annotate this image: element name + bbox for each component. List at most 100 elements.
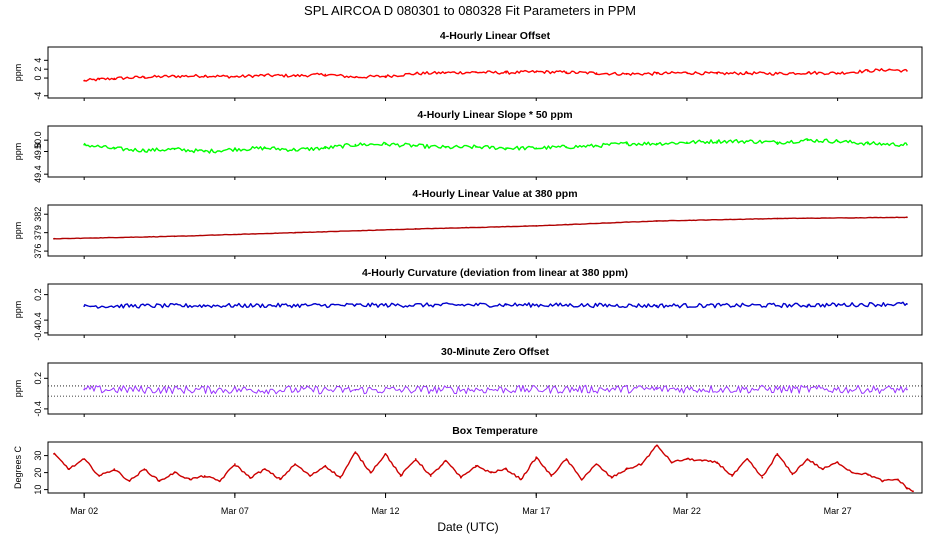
data-point xyxy=(505,71,507,74)
data-point xyxy=(535,70,538,73)
data-point xyxy=(686,458,688,460)
data-point xyxy=(610,476,613,479)
y-tick-label: 10 xyxy=(33,485,43,495)
data-point xyxy=(143,149,146,152)
data-point xyxy=(203,74,206,77)
data-point xyxy=(294,463,296,465)
data-point xyxy=(354,451,357,454)
data-point xyxy=(505,468,507,471)
data-point xyxy=(655,304,658,307)
data-point xyxy=(113,468,116,471)
y-axis-label: ppm xyxy=(13,301,23,319)
data-point xyxy=(460,476,462,479)
data-point xyxy=(444,146,447,149)
data-point xyxy=(906,303,908,305)
figure-title: SPL AIRCOA D 080301 to 080328 Fit Parame… xyxy=(304,3,636,18)
y-tick-label: 49.8 xyxy=(33,143,43,161)
data-point xyxy=(866,70,869,72)
data-point xyxy=(746,140,749,143)
y-tick-label: 20 xyxy=(33,468,43,478)
data-point xyxy=(203,150,206,153)
data-point xyxy=(173,75,176,78)
y-tick-label: 50.0 xyxy=(33,131,43,149)
data-point xyxy=(565,458,568,460)
data-point xyxy=(490,471,492,474)
data-point xyxy=(444,459,447,462)
panel-title: 4-Hourly Linear Slope * 50 ppm xyxy=(417,109,572,121)
x-tick-label: Mar 12 xyxy=(372,506,400,516)
data-point xyxy=(173,471,176,474)
data-point xyxy=(716,140,718,143)
panel-2: 4-Hourly Linear Slope * 50 ppm ppm 49.4 49.… xyxy=(13,109,923,183)
y-tick-label: 382 xyxy=(33,207,43,222)
y-axis-label: Degrees C xyxy=(13,445,23,489)
data-point xyxy=(173,235,176,238)
data-point xyxy=(655,142,658,145)
data-point xyxy=(625,73,628,75)
data-point xyxy=(906,487,908,489)
data-point xyxy=(475,71,477,74)
series-line xyxy=(53,444,914,493)
panel-frame xyxy=(47,441,923,494)
y-tick-label: 0 xyxy=(33,76,43,81)
x-tick-label: Mar 27 xyxy=(824,506,852,516)
data-point xyxy=(761,476,764,479)
data-point xyxy=(429,475,432,477)
data-point xyxy=(836,461,839,464)
data-point xyxy=(836,72,839,75)
data-point xyxy=(897,478,899,481)
data-point xyxy=(399,475,402,477)
data-point xyxy=(671,461,673,464)
data-point xyxy=(414,458,417,460)
data-point xyxy=(158,480,161,482)
series-line xyxy=(53,216,908,240)
data-point xyxy=(906,143,908,146)
panel-6: Box Temperature Degrees C 10 20 30 xyxy=(13,425,923,496)
data-point xyxy=(836,140,839,143)
data-point xyxy=(640,463,643,465)
data-point xyxy=(384,453,387,455)
data-point xyxy=(339,476,342,479)
panel-title: 4-Hourly Linear Offset xyxy=(440,30,551,42)
data-point xyxy=(716,461,718,464)
data-point xyxy=(912,490,914,493)
data-point xyxy=(53,453,55,455)
y-tick-label: 30 xyxy=(33,451,43,461)
data-point xyxy=(324,147,327,150)
y-tick-label: 379 xyxy=(33,225,43,240)
data-point xyxy=(83,79,86,82)
y-tick-label: 2 xyxy=(33,67,43,72)
data-point xyxy=(716,72,718,75)
data-point xyxy=(68,468,70,471)
data-point xyxy=(580,478,583,481)
data-point xyxy=(414,72,417,75)
panel-frame xyxy=(47,46,923,99)
y-axis-label: ppm xyxy=(13,143,23,161)
y-tick-label: -0.4 xyxy=(33,312,43,328)
data-point xyxy=(143,468,146,471)
data-point xyxy=(595,72,598,75)
data-point xyxy=(128,480,131,482)
data-point xyxy=(173,148,176,151)
data-point xyxy=(113,77,116,80)
data-point xyxy=(906,70,908,72)
panel-4: 4-Hourly Curvature (deviation from linea… xyxy=(13,267,923,341)
panel-title: 4-Hourly Linear Value at 380 ppm xyxy=(412,188,577,200)
data-point xyxy=(83,143,86,146)
data-point xyxy=(776,217,779,220)
series-line xyxy=(83,384,908,395)
panel-3: 4-Hourly Linear Value at 380 ppm ppm 376 37… xyxy=(13,188,923,259)
data-point xyxy=(655,444,658,447)
data-point xyxy=(234,463,236,465)
data-point xyxy=(83,305,86,307)
data-point xyxy=(203,304,206,307)
x-axis-label: Date (UTC) xyxy=(437,520,498,534)
data-point xyxy=(776,72,779,75)
data-point xyxy=(414,228,417,230)
x-tick-label: Mar 17 xyxy=(522,506,550,516)
data-point xyxy=(294,74,296,77)
data-point xyxy=(294,148,296,151)
x-axis: Mar 02 Mar 07 Mar 12 Mar 17 Mar 22 Mar 27 xyxy=(70,493,852,516)
